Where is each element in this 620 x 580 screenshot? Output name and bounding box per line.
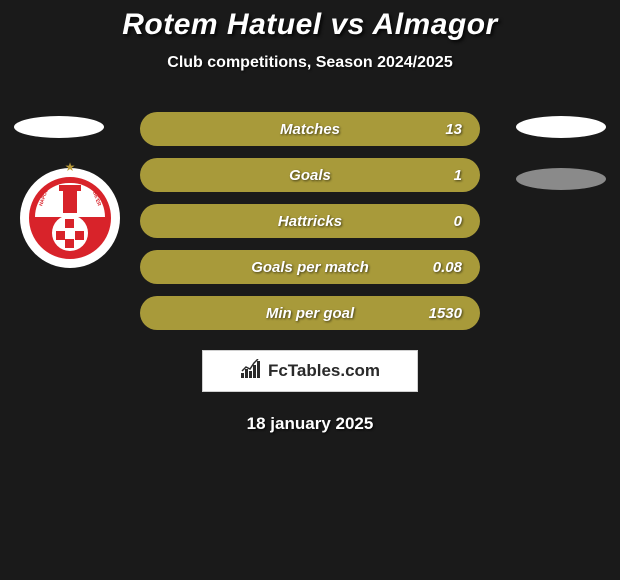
badge-text-left: HAPOEL	[38, 185, 51, 207]
right-player-oval	[516, 116, 606, 138]
stat-label: Goals per match	[158, 259, 422, 276]
stat-value: 1	[422, 167, 462, 184]
left-player-oval	[14, 116, 104, 138]
soccer-ball-icon	[52, 215, 88, 251]
tower-icon	[63, 191, 77, 213]
date-label: 18 january 2025	[0, 414, 620, 434]
badge-text-right: BE'ER	[91, 191, 102, 207]
badge-inner: HAPOEL BE'ER	[29, 177, 111, 259]
stat-row-matches: Matches 13	[140, 112, 480, 146]
comparison-infographic: Rotem Hatuel vs Almagor Club competition…	[0, 0, 620, 434]
brand-watermark: FcTables.com	[202, 350, 418, 392]
stat-value: 0.08	[422, 259, 462, 276]
stat-label: Min per goal	[158, 305, 422, 322]
left-club-badge: ★ HAPOEL BE'ER	[20, 168, 120, 268]
star-icon: ★	[65, 160, 76, 174]
stat-label: Hattricks	[158, 213, 422, 230]
stat-label: Goals	[158, 167, 422, 184]
stat-value: 13	[422, 121, 462, 138]
main-area: ★ HAPOEL BE'ER M	[0, 112, 620, 434]
stat-value: 1530	[422, 305, 462, 322]
stat-value: 0	[422, 213, 462, 230]
stat-row-goals-per-match: Goals per match 0.08	[140, 250, 480, 284]
right-club-oval	[516, 168, 606, 190]
stat-rows: Matches 13 Goals 1 Hattricks 0 Goals per…	[140, 112, 480, 330]
stat-label: Matches	[158, 121, 422, 138]
competition-subtitle: Club competitions, Season 2024/2025	[0, 54, 620, 72]
stat-row-hattricks: Hattricks 0	[140, 204, 480, 238]
bar-chart-icon	[240, 359, 264, 384]
stat-row-min-per-goal: Min per goal 1530	[140, 296, 480, 330]
brand-text: FcTables.com	[268, 361, 380, 381]
page-title: Rotem Hatuel vs Almagor	[0, 8, 620, 42]
badge-outer-circle: ★ HAPOEL BE'ER	[20, 168, 120, 268]
badge-top-half: HAPOEL BE'ER	[35, 183, 105, 217]
stat-row-goals: Goals 1	[140, 158, 480, 192]
